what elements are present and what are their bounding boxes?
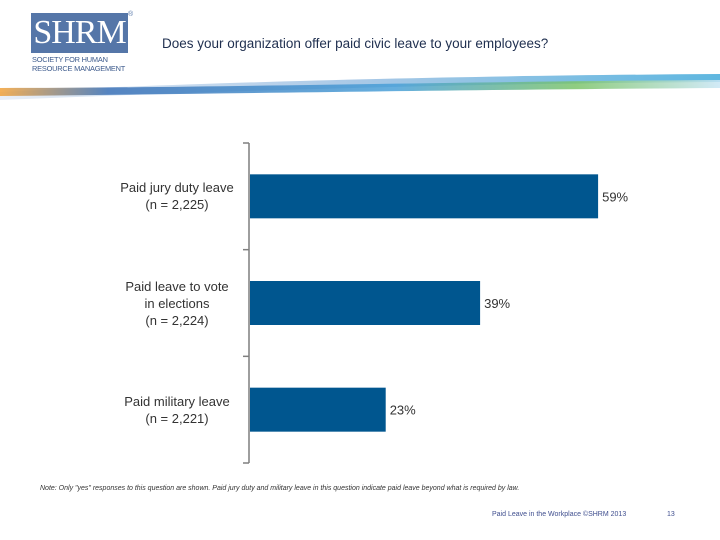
slide-title: Does your organization offer paid civic … [162,36,549,51]
data-label-2: 39% [484,296,510,311]
data-label-1: 59% [602,189,628,204]
shrm-logo: SHRM ® SOCIETY FOR HUMAN RESOURCE MANAGE… [31,11,134,75]
logo-subtitle: SOCIETY FOR HUMAN RESOURCE MANAGEMENT [32,55,126,73]
logo-registered-mark: ® [128,11,134,18]
header-swoosh-decoration [0,74,720,100]
bar-3 [250,387,386,432]
category-label-3: Paid military leave (n = 2,221) [124,393,230,426]
data-label-3: 23% [390,403,416,418]
bar-1 [250,174,599,219]
footer-source: Paid Leave in the Workplace ©SHRM 2013 [492,511,627,518]
bar-2 [250,281,481,325]
page-number: 13 [667,511,675,518]
logo-mark: SHRM [31,13,128,53]
category-label-1: Paid jury duty leave (n = 2,225) [120,180,234,213]
chart-note: Note: Only "yes" responses to this quest… [40,485,520,492]
category-label-2: Paid leave to vote in elections (n = 2,2… [125,278,229,328]
